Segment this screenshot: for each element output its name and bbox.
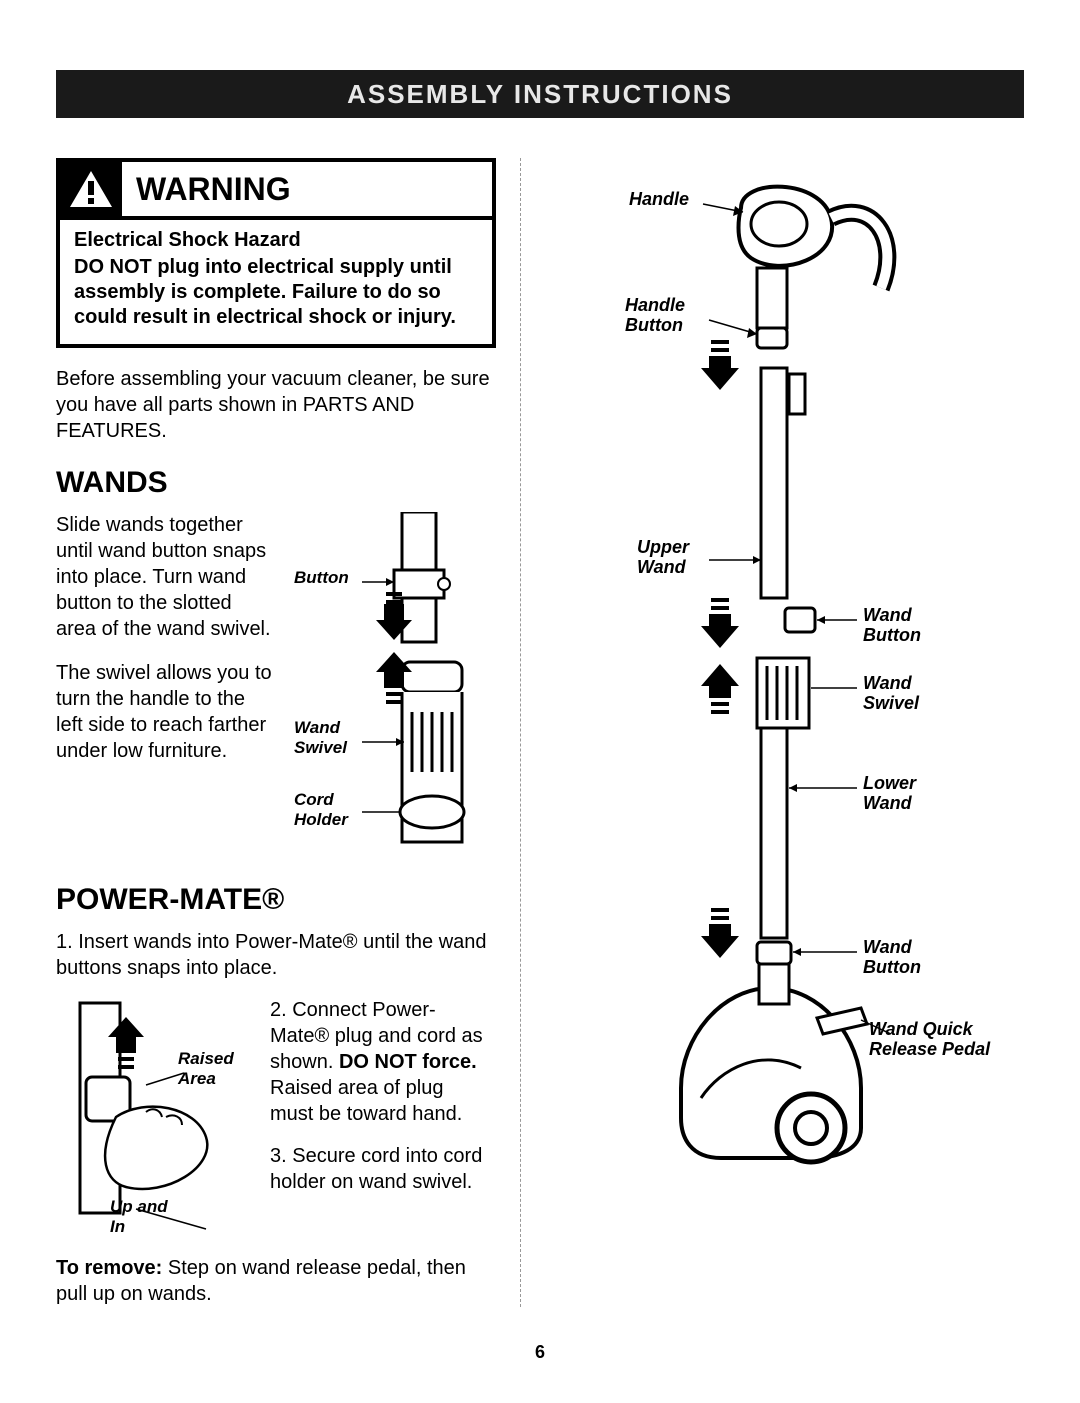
pm-step3: 3. Secure cord into cord holder on wand … <box>270 1143 490 1195</box>
pm-step1: 1. Insert wands into Power-Mate® until t… <box>56 929 500 981</box>
intro-paragraph: Before assembling your vacuum cleaner, b… <box>56 366 500 444</box>
remove-note: To remove: Step on wand release pedal, t… <box>56 1255 500 1307</box>
warning-box: WARNING Electrical Shock Hazard DO NOT p… <box>56 158 496 348</box>
pm-diagram: Raised Area Up and In <box>56 997 256 1237</box>
page-number: 6 <box>0 1342 1080 1363</box>
powermate-heading: POWER-MATE® <box>56 883 500 917</box>
remove-label: To remove: <box>56 1257 162 1279</box>
left-column: WARNING Electrical Shock Hazard DO NOT p… <box>56 158 521 1307</box>
warning-body: Electrical Shock Hazard DO NOT plug into… <box>60 220 492 344</box>
label-wand-button-1: Wand Button <box>863 606 943 646</box>
label-lower-wand: Lower Wand <box>863 774 943 814</box>
label-up-and-in: Up and In <box>110 1197 180 1237</box>
label-wand-swivel: Wand Swivel <box>863 674 943 714</box>
right-column: Handle Handle Button Upper Wand Wand But… <box>551 158 1021 1307</box>
header-bar: ASSEMBLY INSTRUCTIONS <box>56 70 1024 118</box>
label-wand-button-2: Wand Button <box>863 938 943 978</box>
warning-header: WARNING <box>60 162 492 220</box>
header-title: ASSEMBLY INSTRUCTIONS <box>347 79 733 110</box>
wands-content: Slide wands together until wand button s… <box>56 512 500 857</box>
warning-icon <box>60 162 122 216</box>
wand-diagram: Button Wand Swivel Cord Holder <box>294 512 484 857</box>
warning-text: DO NOT plug into electrical supply until… <box>74 256 456 328</box>
main-columns: WARNING Electrical Shock Hazard DO NOT p… <box>56 158 1024 1307</box>
label-upper-wand: Upper Wand <box>637 538 707 578</box>
label-wand-swivel: Wand Swivel <box>294 718 354 758</box>
label-release-pedal: Wand Quick Release Pedal <box>869 1020 1009 1060</box>
pm-step2c: Raised area of plug must be toward hand. <box>270 1077 462 1125</box>
pm-step2: 2. Connect Power-Mate® plug and cord as … <box>270 997 490 1127</box>
pm-steps-2-3: 2. Connect Power-Mate® plug and cord as … <box>270 997 490 1237</box>
label-cord-holder: Cord Holder <box>294 790 354 830</box>
pm-step2b: DO NOT force. <box>339 1051 477 1073</box>
wands-p1: Slide wands together until wand button s… <box>56 512 276 642</box>
label-handle-button: Handle Button <box>625 296 705 336</box>
pm-row: Raised Area Up and In 2. Connect Power-M… <box>56 997 500 1237</box>
label-handle: Handle <box>629 190 689 210</box>
wands-p2: The swivel allows you to turn the handle… <box>56 660 276 764</box>
wands-text: Slide wands together until wand button s… <box>56 512 276 857</box>
wands-heading: WANDS <box>56 466 500 500</box>
warning-title: WARNING <box>122 165 305 214</box>
full-assembly-diagram: Handle Handle Button Upper Wand Wand But… <box>561 168 1021 1188</box>
warning-subheading: Electrical Shock Hazard <box>74 228 478 253</box>
label-button: Button <box>294 568 349 588</box>
label-raised-area: Raised Area <box>178 1049 258 1089</box>
